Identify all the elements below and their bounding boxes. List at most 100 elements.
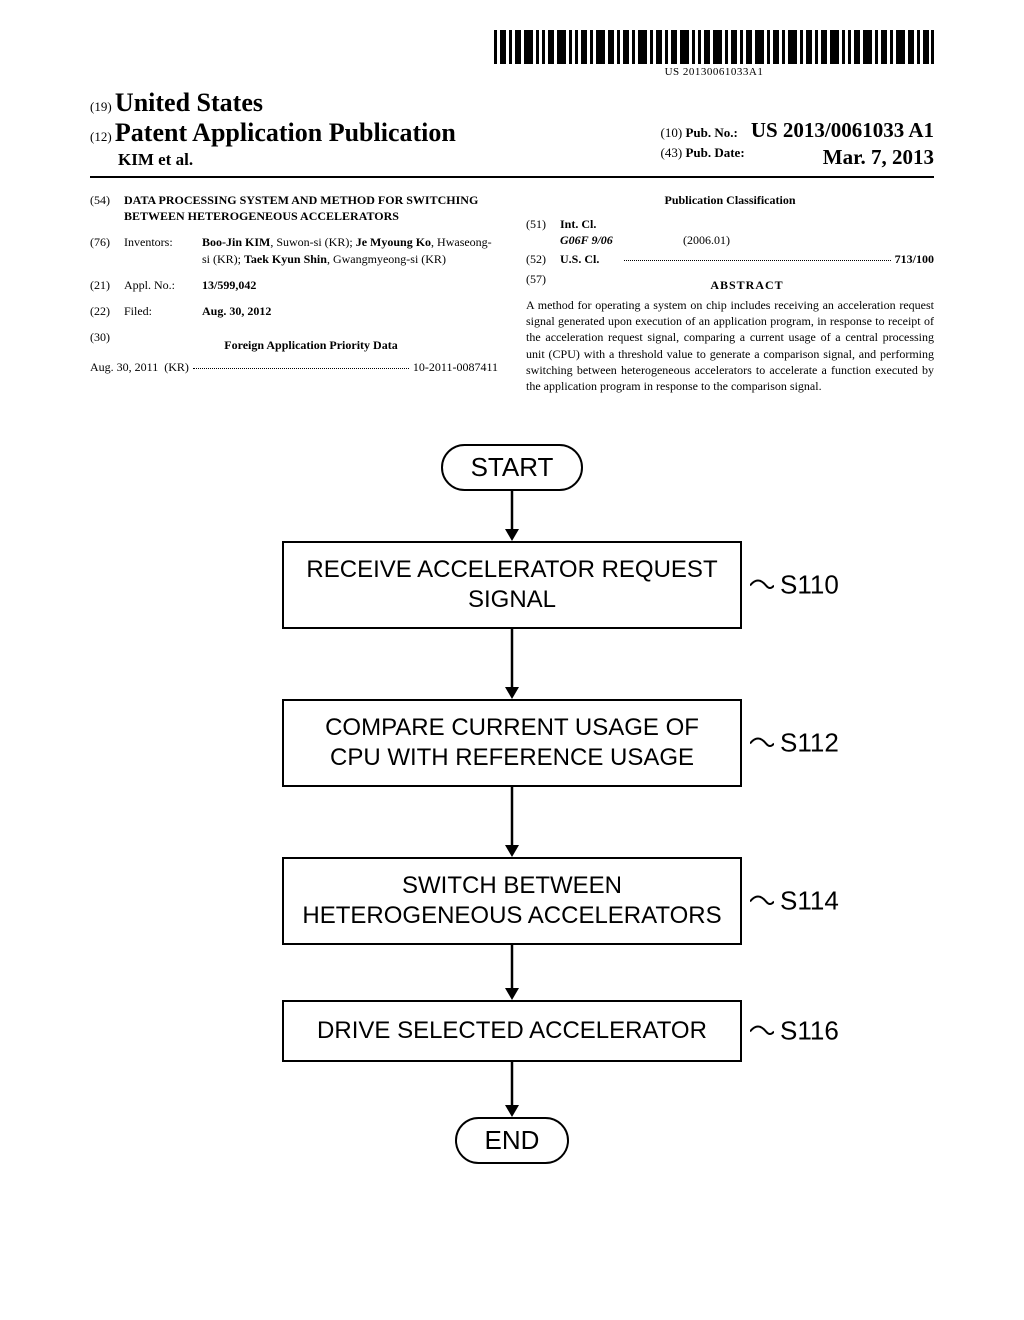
code-51: (51): [526, 216, 560, 248]
bibliographic-data: (54) DATA PROCESSING SYSTEM AND METHOD F…: [90, 192, 934, 394]
code-43: (43): [661, 145, 683, 160]
applno-label: Appl. No.:: [124, 277, 202, 293]
priority-appno: 10-2011-0087411: [413, 359, 498, 375]
code-21: (21): [90, 277, 124, 293]
uscl-value: 713/100: [895, 251, 934, 267]
code-12: (12): [90, 129, 112, 144]
flowchart-s116-label: S116: [750, 1016, 839, 1047]
abstract-text: A method for operating a system on chip …: [526, 297, 934, 394]
filed-label: Filed:: [124, 303, 202, 319]
barcode-bars: [494, 30, 934, 64]
arrow-down-icon: [502, 945, 522, 1000]
arrow-down-icon: [502, 1062, 522, 1117]
flowchart-s110-label: S110: [750, 570, 839, 601]
flowchart-s112-row: COMPARE CURRENT USAGE OF CPU WITH REFERE…: [192, 699, 832, 787]
barcode-region: US 20130061033A1: [90, 30, 934, 80]
inventor-1-loc: , Suwon-si (KR);: [270, 235, 355, 249]
filed-value: Aug. 30, 2012: [202, 303, 498, 319]
biblio-left-column: (54) DATA PROCESSING SYSTEM AND METHOD F…: [90, 192, 498, 394]
flowchart-s116-row: DRIVE SELECTED ACCELERATOR S116: [192, 1000, 832, 1062]
country-name: United States: [115, 88, 263, 117]
pub-date-line: (43) Pub. Date: Mar. 7, 2013: [661, 145, 934, 170]
flowchart-arrow: [192, 945, 832, 1000]
field-52-uscl: (52) U.S. Cl. 713/100: [526, 251, 934, 267]
flowchart-s114: SWITCH BETWEEN HETEROGENEOUS ACCELERATOR…: [282, 857, 742, 945]
inventor-1-name: Boo-Jin KIM: [202, 235, 270, 249]
step-label: S116: [780, 1016, 839, 1047]
flowchart-arrow: [192, 491, 832, 541]
field-21-applno: (21) Appl. No.: 13/599,042: [90, 277, 498, 293]
barcode-number: US 20130061033A1: [494, 66, 934, 78]
abstract-heading: ABSTRACT: [560, 277, 934, 293]
connector-curve-icon: [750, 728, 774, 758]
connector-curve-icon: [750, 1016, 774, 1046]
flowchart-arrow: [192, 787, 832, 857]
priority-heading: Foreign Application Priority Data: [124, 337, 498, 353]
barcode: US 20130061033A1: [494, 30, 934, 78]
publication-type: Patent Application Publication: [115, 118, 456, 147]
arrow-down-icon: [502, 491, 522, 541]
country-line: (19) United States: [90, 88, 456, 118]
field-76-inventors: (76) Inventors: Boo-Jin KIM, Suwon-si (K…: [90, 234, 498, 266]
inventors-label: Inventors:: [124, 234, 202, 266]
flowchart-end-row: END: [192, 1117, 832, 1164]
classification-heading: Publication Classification: [526, 192, 934, 208]
flowchart-arrow: [192, 629, 832, 699]
flowchart-s114-row: SWITCH BETWEEN HETEROGENEOUS ACCELERATOR…: [192, 857, 832, 945]
field-57-abstract: (57) ABSTRACT A method for operating a s…: [526, 271, 934, 394]
code-19: (19): [90, 99, 112, 114]
arrow-down-icon: [502, 787, 522, 857]
pub-no-line: (10) Pub. No.: US 2013/0061033 A1: [661, 118, 934, 143]
header-right: (10) Pub. No.: US 2013/0061033 A1 (43) P…: [661, 118, 934, 170]
flowchart-start: START: [441, 444, 584, 491]
pub-type-line: (12) Patent Application Publication: [90, 118, 456, 148]
field-30-priority: (30) Foreign Application Priority Data A…: [90, 329, 498, 375]
inventor-2-name: Je Myoung Ko: [356, 235, 431, 249]
leader-dots: [193, 359, 409, 369]
uscl-body: U.S. Cl. 713/100: [560, 251, 934, 267]
header: (19) United States (12) Patent Applicati…: [90, 88, 934, 170]
divider: [90, 176, 934, 178]
priority-country: (KR): [164, 359, 189, 375]
intcl-edition: (2006.01): [683, 233, 730, 247]
code-30: (30): [90, 329, 124, 359]
intcl-label: Int. Cl.: [560, 216, 934, 232]
arrow-down-icon: [502, 629, 522, 699]
uscl-label: U.S. Cl.: [560, 251, 620, 267]
flowchart-s116: DRIVE SELECTED ACCELERATOR: [282, 1000, 742, 1062]
flowchart-s114-label: S114: [750, 886, 839, 917]
header-left: (19) United States (12) Patent Applicati…: [90, 88, 456, 170]
flowchart: START RECEIVE ACCELERATOR REQUEST SIGNAL…: [192, 444, 832, 1164]
flowchart-start-row: START: [192, 444, 832, 491]
inventor-3-name: Taek Kyun Shin: [244, 252, 327, 266]
flowchart-s112-label: S112: [750, 728, 839, 759]
connector-curve-icon: [750, 886, 774, 916]
code-57: (57): [526, 271, 560, 297]
code-76: (76): [90, 234, 124, 266]
intcl-code: G06F 9/06: [560, 232, 680, 248]
priority-date: Aug. 30, 2011: [90, 359, 158, 375]
field-51-intcl: (51) Int. Cl. G06F 9/06 (2006.01): [526, 216, 934, 248]
code-52: (52): [526, 251, 560, 267]
pub-no-value: US 2013/0061033 A1: [751, 118, 934, 142]
leader-dots: [624, 251, 891, 261]
invention-title: DATA PROCESSING SYSTEM AND METHOD FOR SW…: [124, 192, 498, 224]
inventor-3-loc: , Gwangmyeong-si (KR): [327, 252, 446, 266]
step-label: S112: [780, 728, 839, 759]
flowchart-s110: RECEIVE ACCELERATOR REQUEST SIGNAL: [282, 541, 742, 629]
flowchart-s112: COMPARE CURRENT USAGE OF CPU WITH REFERE…: [282, 699, 742, 787]
code-54: (54): [90, 192, 124, 224]
connector-curve-icon: [750, 570, 774, 600]
authors: KIM et al.: [90, 150, 456, 170]
pub-date-value: Mar. 7, 2013: [823, 145, 934, 170]
inventors-list: Boo-Jin KIM, Suwon-si (KR); Je Myoung Ko…: [202, 234, 498, 266]
pub-no-label: Pub. No.:: [685, 125, 737, 140]
priority-row: Aug. 30, 2011 (KR) 10-2011-0087411: [90, 359, 498, 375]
field-54-title: (54) DATA PROCESSING SYSTEM AND METHOD F…: [90, 192, 498, 224]
applno-value: 13/599,042: [202, 277, 498, 293]
code-10: (10): [661, 125, 683, 140]
flowchart-arrow: [192, 1062, 832, 1117]
step-label: S110: [780, 570, 839, 601]
field-22-filed: (22) Filed: Aug. 30, 2012: [90, 303, 498, 319]
flowchart-end: END: [455, 1117, 570, 1164]
